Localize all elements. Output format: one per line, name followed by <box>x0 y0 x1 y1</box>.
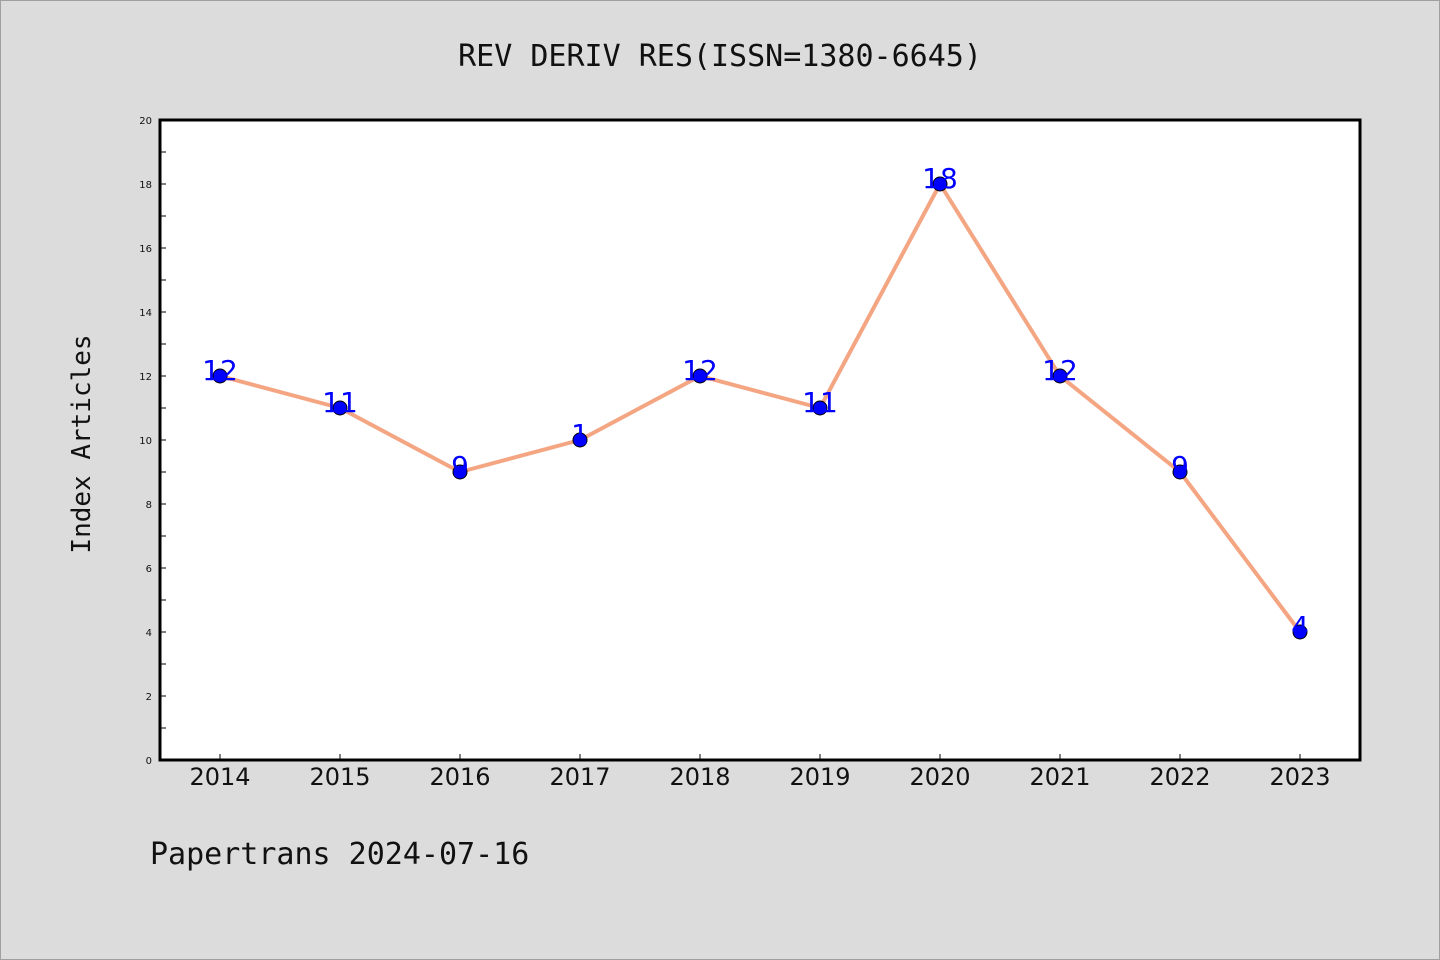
y-tick-label: 6 <box>146 564 152 575</box>
plot-area <box>158 118 1362 762</box>
y-tick-label: 12 <box>139 372 152 383</box>
series-group: 12 11 9 1 12 11 18 12 9 4 <box>202 162 1309 643</box>
x-tick-label: 2018 <box>669 763 730 791</box>
x-tick-label: 2021 <box>1029 763 1090 791</box>
data-label: 1 <box>571 418 589 451</box>
data-label: 18 <box>922 162 958 195</box>
y-tick-label: 0 <box>146 756 152 767</box>
data-point <box>452 464 468 480</box>
y-tick-label: 20 <box>139 116 152 127</box>
data-point <box>932 176 948 192</box>
data-label: 11 <box>802 386 838 419</box>
data-point <box>812 400 828 416</box>
data-point <box>572 432 588 448</box>
x-tick-label: 2017 <box>549 763 610 791</box>
x-tick-label: 2015 <box>309 763 370 791</box>
data-point <box>692 368 708 384</box>
y-tick-label: 16 <box>139 244 152 255</box>
data-point <box>1172 464 1188 480</box>
data-label: 9 <box>451 450 469 483</box>
data-point <box>332 400 348 416</box>
chart-title: REV DERIV RES(ISSN=1380-6645) <box>458 39 982 74</box>
x-tick-label: 2019 <box>789 763 850 791</box>
x-tick-label: 2020 <box>909 763 970 791</box>
y-tick-label: 2 <box>146 692 152 703</box>
x-tick-label: 2016 <box>429 763 490 791</box>
x-tick-label: 2023 <box>1269 763 1330 791</box>
y-tick-label: 14 <box>139 308 152 319</box>
y-tick-label: 18 <box>139 180 152 191</box>
x-tick-label: 2022 <box>1149 763 1210 791</box>
data-label: 4 <box>1291 610 1309 643</box>
y-tick-label: 8 <box>146 500 152 511</box>
x-tick-label: 2014 <box>189 763 250 791</box>
data-point <box>1292 624 1308 640</box>
data-label: 12 <box>1042 354 1078 387</box>
data-point <box>212 368 228 384</box>
y-axis-label: Index Articles <box>67 334 97 553</box>
footer-credit: Papertrans 2024-07-16 <box>150 837 529 872</box>
series-line <box>219 182 1302 634</box>
y-axis: 0 2 4 6 8 10 12 14 16 18 20 <box>139 116 166 767</box>
x-axis: 2014 2015 2016 2017 2018 2019 2020 2021 2022 2023 <box>189 754 1331 791</box>
data-label: 12 <box>202 354 238 387</box>
data-point <box>1052 368 1068 384</box>
data-label: 12 <box>682 354 718 387</box>
data-label: 9 <box>1171 450 1189 483</box>
data-label: 11 <box>322 386 358 419</box>
y-tick-label: 10 <box>139 436 152 447</box>
y-tick-label: 4 <box>146 628 152 639</box>
